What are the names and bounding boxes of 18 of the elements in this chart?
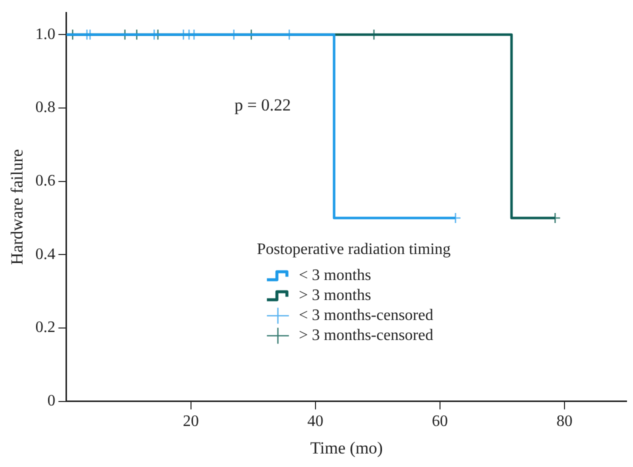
x-tick-label: 60 [432,413,448,430]
legend-label: < 3 months [298,266,372,284]
y-tick-label: 1.0 [35,26,56,43]
y-tick-label: 0.2 [35,319,56,336]
annotation: p = 0.22 [234,95,291,114]
legend-label: > 3 months-censored [298,326,434,344]
x-axis-title: Time (mo) [310,438,383,458]
y-tick-label: 0.6 [35,172,56,190]
y-tick-label: 0.4 [35,246,56,263]
legend-label: < 3 months-censored [298,306,434,324]
x-tick-label: 20 [182,413,199,430]
y-tick-label: 0 [47,392,56,410]
legend-label: > 3 months [298,286,372,304]
x-tick-label: 40 [307,413,324,430]
y-tick-label: 0.8 [35,99,56,116]
x-tick-label: 80 [556,413,572,430]
y-axis-title: Hardware failure [8,149,27,265]
legend-title: Postoperative radiation timing [256,240,451,258]
